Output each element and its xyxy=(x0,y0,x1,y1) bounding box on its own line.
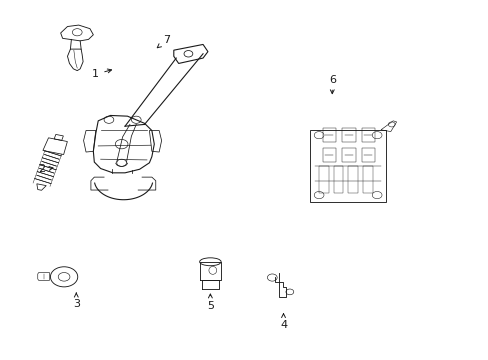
Bar xyxy=(362,166,372,193)
Bar xyxy=(341,128,355,142)
Text: 3: 3 xyxy=(73,293,80,309)
Bar xyxy=(310,130,385,202)
Bar xyxy=(341,148,355,162)
Text: 5: 5 xyxy=(206,294,213,311)
Text: 6: 6 xyxy=(328,75,335,94)
Bar xyxy=(319,166,328,193)
Bar xyxy=(322,128,335,142)
Text: 1: 1 xyxy=(92,69,111,79)
Bar xyxy=(322,148,335,162)
Text: 2: 2 xyxy=(39,164,53,174)
Bar xyxy=(361,128,374,142)
Bar xyxy=(361,148,374,162)
Bar xyxy=(347,166,357,193)
Text: 4: 4 xyxy=(279,314,286,330)
Bar xyxy=(333,166,343,193)
Text: 7: 7 xyxy=(157,35,170,48)
